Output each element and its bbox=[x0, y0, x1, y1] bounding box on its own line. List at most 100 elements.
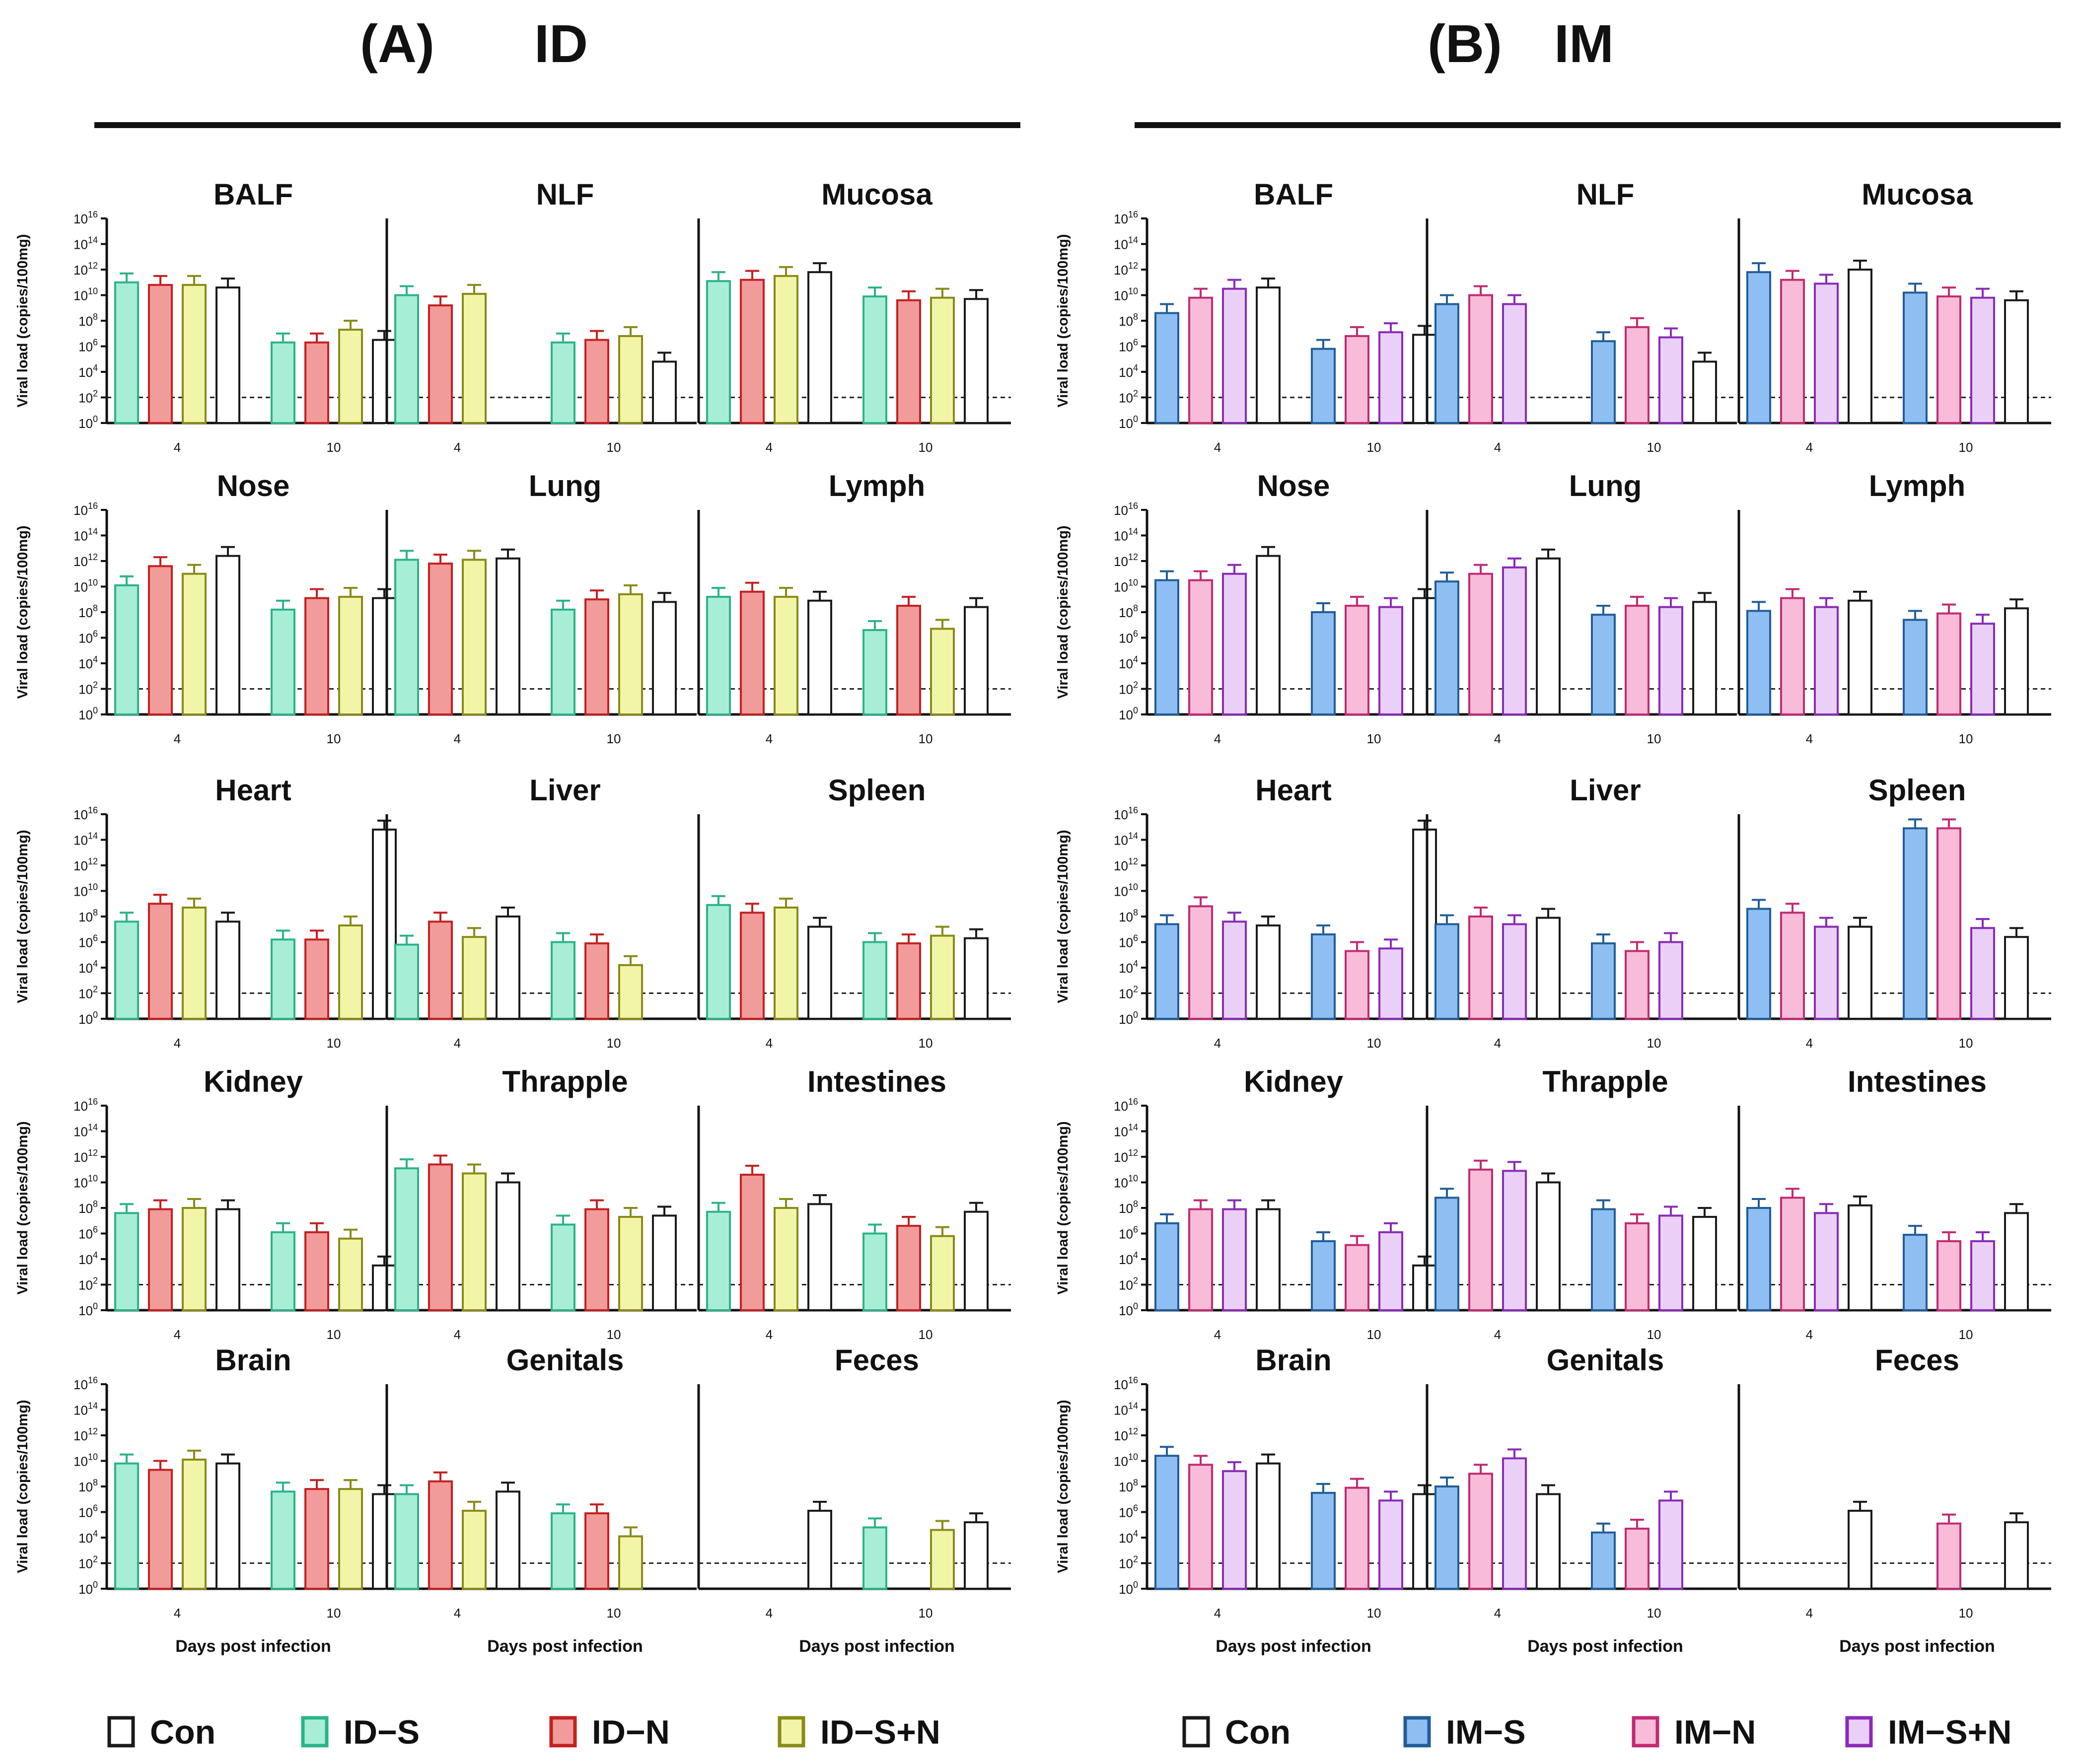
subplot-b-liver: Liver 4 10 bbox=[1426, 774, 1737, 1051]
x-axis-title: Days post infection bbox=[1216, 1637, 1371, 1656]
bar-con-day4 bbox=[215, 286, 240, 424]
subplot-a-lymph: Lymph 4 10 bbox=[697, 469, 1011, 746]
subplot-a-mucosa: Mucosa 4 10 bbox=[697, 178, 1011, 455]
x-tick-label: 10 bbox=[919, 440, 933, 455]
y-tick-label: 102 bbox=[1119, 985, 1138, 1001]
x-tick-label: 4 bbox=[1806, 1606, 1813, 1621]
y-tick-label: 1016 bbox=[73, 1375, 98, 1392]
bar-im-n-day10 bbox=[1345, 1244, 1369, 1312]
bar-im-n-day4 bbox=[1780, 912, 1805, 1020]
bar-id-n-day4 bbox=[148, 1469, 173, 1590]
x-tick-label: 4 bbox=[1494, 1606, 1501, 1621]
x-tick-label: 10 bbox=[1647, 1327, 1661, 1342]
x-tick-label: 4 bbox=[1494, 440, 1501, 455]
subplot-a-lung: Lung 4 10 bbox=[385, 469, 697, 746]
bar-id-n-day10 bbox=[584, 1512, 609, 1590]
bar-im-s-n-day10 bbox=[1378, 331, 1403, 424]
legend-item-im-s-n: IM−S+N bbox=[1845, 1713, 2011, 1751]
legend-item-im-n: IM−N bbox=[1632, 1713, 1756, 1751]
legend-label: ID−S bbox=[344, 1713, 420, 1751]
y-tick-label: 102 bbox=[78, 985, 98, 1001]
subplot-a-nose: Nose1001021041061081010101210141016Viral… bbox=[15, 469, 397, 746]
bar-con-day10 bbox=[1412, 334, 1437, 424]
subplot-title: Brain bbox=[1255, 1343, 1331, 1377]
bar-id-s-day10 bbox=[271, 1231, 295, 1312]
x-tick-label: 10 bbox=[919, 1327, 933, 1342]
bar-con-day4 bbox=[1256, 1462, 1281, 1590]
legend-item-id-s-n: ID−S+N bbox=[778, 1713, 940, 1751]
subplot-a-genitals: Genitals 4 10 Days post infection bbox=[385, 1343, 697, 1656]
bar-con-day10 bbox=[1692, 360, 1717, 424]
bar-con-day4 bbox=[807, 599, 832, 715]
legend-item-con: Con bbox=[1182, 1713, 1290, 1751]
bar-con-day4 bbox=[1536, 1493, 1561, 1590]
bar-im-s-n-day4 bbox=[1222, 572, 1247, 715]
bar-im-n-day10 bbox=[1625, 1527, 1649, 1590]
y-tick-label: 1014 bbox=[73, 235, 98, 252]
bar-im-s-n-day10 bbox=[1658, 941, 1683, 1020]
bar-im-s-day4 bbox=[1746, 908, 1771, 1020]
bar-im-s-n-day10 bbox=[1970, 1240, 1995, 1311]
y-tick-label: 106 bbox=[78, 1503, 98, 1520]
bar-im-s-n-day10 bbox=[1378, 606, 1403, 715]
x-tick-label: 10 bbox=[607, 1327, 621, 1342]
subplot-title: NLF bbox=[536, 178, 594, 211]
y-tick-label: 106 bbox=[1119, 1225, 1138, 1242]
bar-im-n-day4 bbox=[1188, 579, 1213, 715]
bar-id-s-n-day4 bbox=[182, 1207, 207, 1311]
x-tick-label: 4 bbox=[766, 1036, 773, 1051]
x-tick-label: 10 bbox=[327, 1036, 341, 1051]
y-tick-label: 1012 bbox=[73, 552, 98, 569]
y-tick-label: 106 bbox=[78, 933, 98, 950]
bar-im-n-day4 bbox=[1468, 1168, 1493, 1311]
bar-id-s-day10 bbox=[271, 1490, 295, 1590]
bar-id-s-day4 bbox=[114, 920, 139, 1020]
x-tick-label: 4 bbox=[766, 440, 773, 455]
subplot-title: Feces bbox=[1875, 1343, 1959, 1377]
bar-id-s-n-day10 bbox=[930, 1529, 955, 1590]
x-tick-label: 4 bbox=[1806, 731, 1813, 746]
panel-b-charts: BALF1001021041061081010101210141016Viral… bbox=[1055, 178, 2051, 1656]
bar-con-day10 bbox=[372, 597, 397, 716]
bar-con-day4 bbox=[496, 916, 520, 1020]
legend-label: ID−S+N bbox=[820, 1713, 940, 1751]
panel-a-legend: Con ID−S ID−N ID−S+N bbox=[107, 1713, 940, 1751]
bar-id-s-day10 bbox=[862, 1526, 887, 1590]
bar-con-day4 bbox=[496, 1490, 520, 1590]
bar-con-day4 bbox=[496, 557, 520, 715]
subplot-title: Heart bbox=[1255, 774, 1331, 807]
y-tick-label: 108 bbox=[1119, 1478, 1138, 1494]
y-tick-label: 100 bbox=[78, 1010, 98, 1027]
bar-im-s-n-day10 bbox=[1658, 336, 1683, 424]
bar-im-s-day4 bbox=[1154, 1455, 1179, 1590]
y-tick-label: 108 bbox=[78, 908, 98, 924]
bar-im-s-n-day4 bbox=[1222, 920, 1247, 1020]
legend-swatch bbox=[778, 1716, 805, 1748]
bar-id-n-day10 bbox=[584, 339, 609, 424]
y-tick-label: 1016 bbox=[1114, 1375, 1138, 1392]
subplot-title: Lung bbox=[1569, 469, 1642, 502]
bar-id-s-n-day4 bbox=[462, 936, 487, 1020]
bar-con-day10 bbox=[1692, 1216, 1717, 1311]
bar-im-n-day4 bbox=[1780, 1197, 1805, 1311]
bar-im-n-day10 bbox=[1936, 612, 1961, 715]
y-axis-title: Viral load (copies/100mg) bbox=[15, 234, 31, 407]
subplot-title: Genitals bbox=[1547, 1343, 1664, 1377]
x-tick-label: 4 bbox=[454, 731, 461, 746]
bar-id-s-day4 bbox=[706, 904, 731, 1020]
bar-im-s-day10 bbox=[1903, 291, 1928, 424]
bar-im-n-day4 bbox=[1780, 597, 1805, 716]
bar-con-day4 bbox=[1536, 1181, 1561, 1311]
bar-im-n-day4 bbox=[1780, 279, 1805, 424]
panel-b-title: IM bbox=[1554, 13, 1614, 73]
legend-item-con: Con bbox=[107, 1713, 215, 1751]
x-tick-label: 4 bbox=[766, 731, 773, 746]
bar-id-s-n-day4 bbox=[462, 1509, 487, 1590]
legend-label: ID−N bbox=[592, 1713, 670, 1751]
bar-im-s-n-day4 bbox=[1814, 925, 1839, 1020]
bar-im-s-day10 bbox=[1903, 619, 1928, 715]
bar-im-n-day10 bbox=[1345, 335, 1369, 424]
bar-id-n-day4 bbox=[428, 304, 453, 424]
x-axis-title: Days post infection bbox=[799, 1637, 955, 1656]
x-tick-label: 10 bbox=[1647, 1036, 1661, 1051]
